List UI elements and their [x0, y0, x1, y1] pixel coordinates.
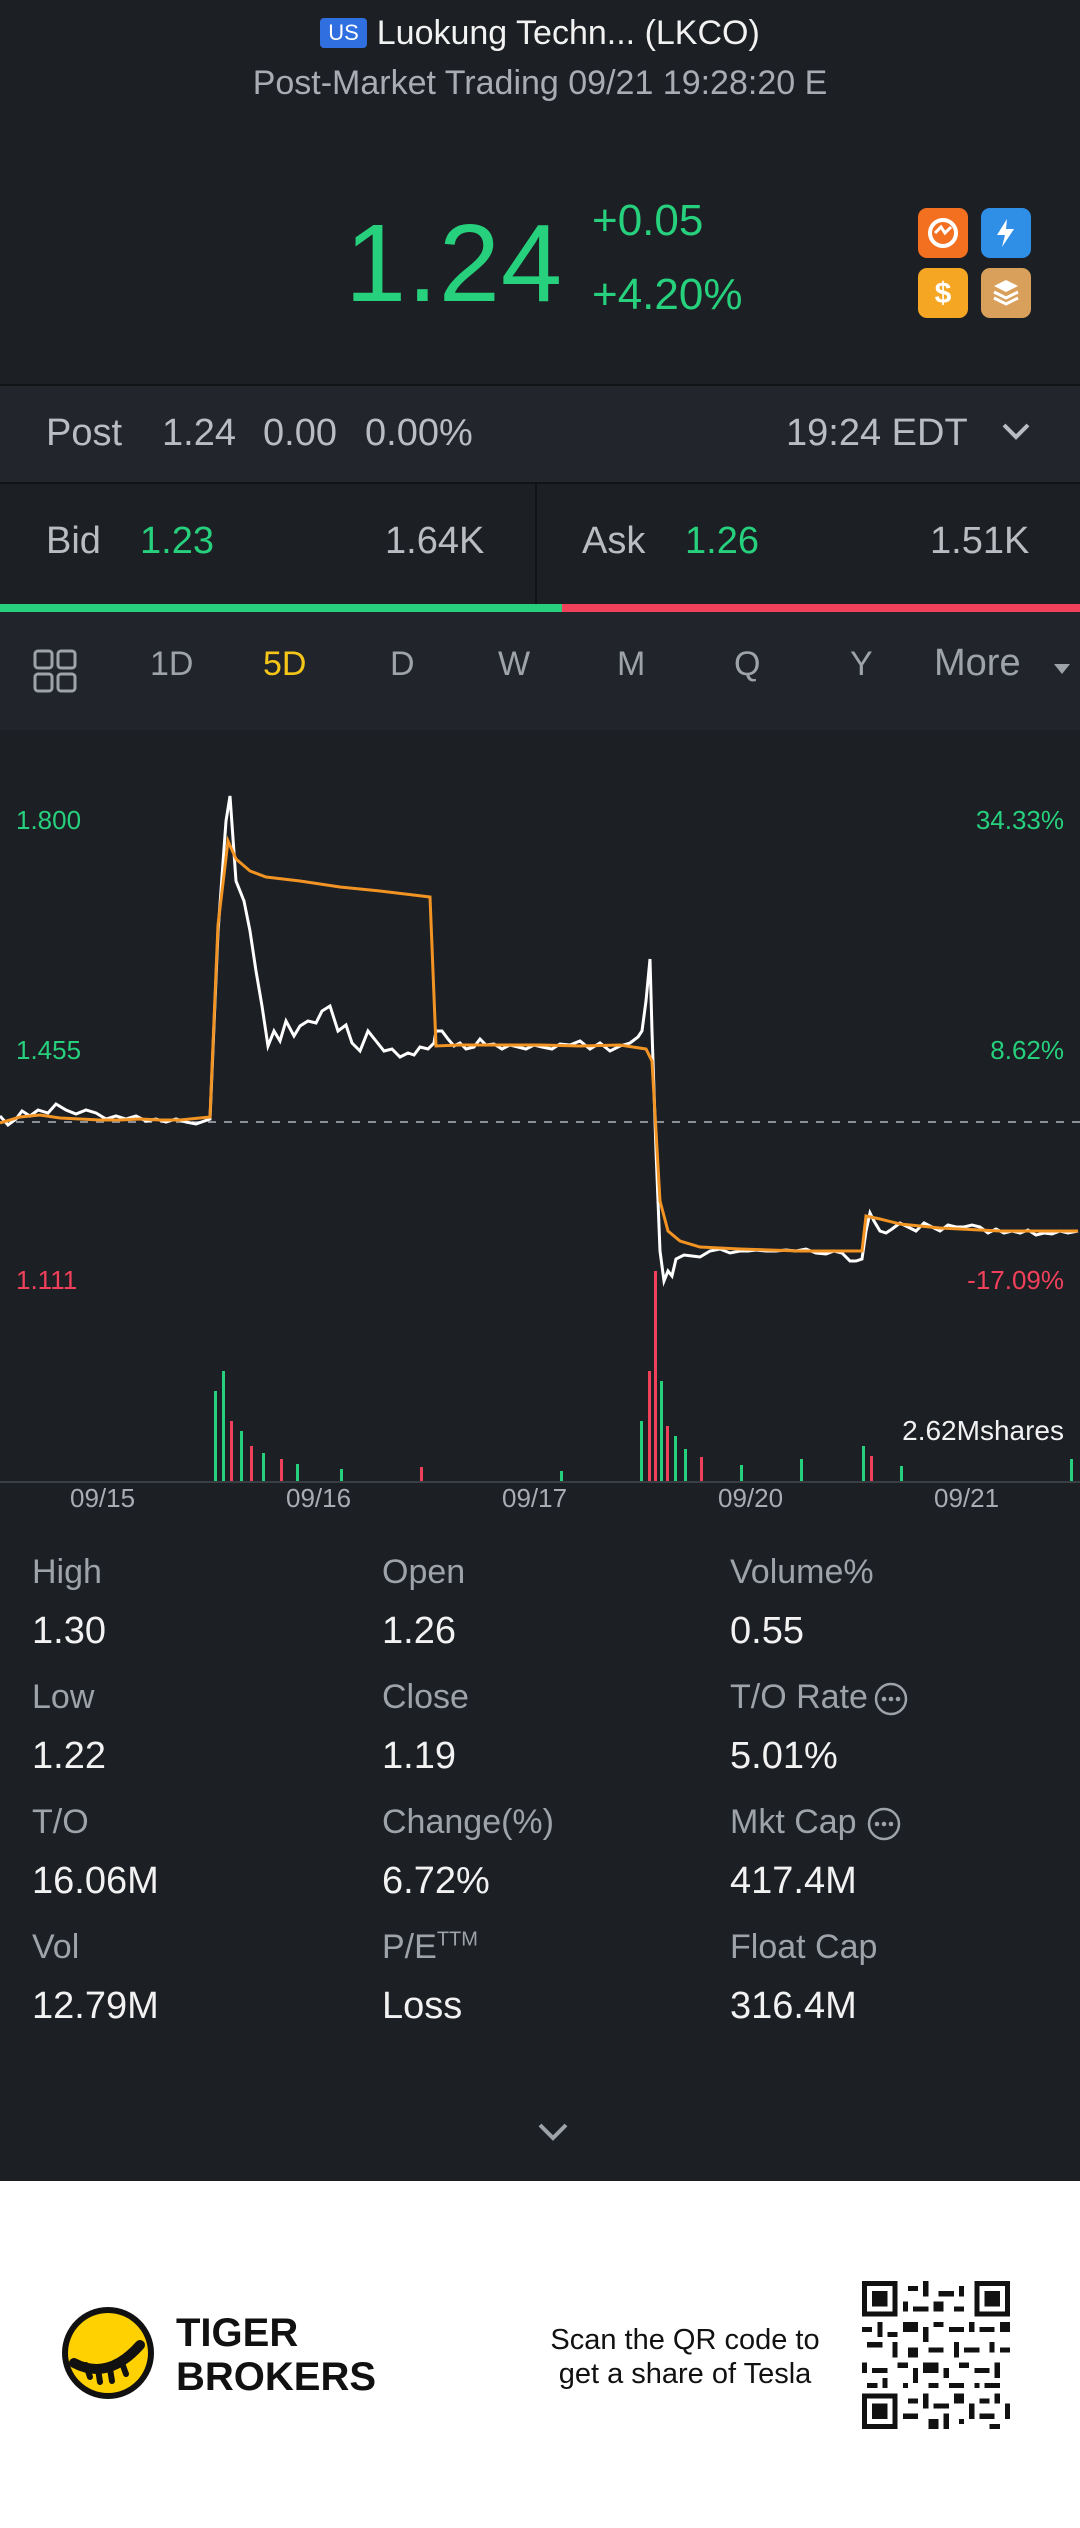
stat-label-float-cap: Float Cap [730, 1928, 878, 1966]
price-chart[interactable] [0, 731, 1080, 1491]
stat-label-vol: Vol [32, 1928, 80, 1966]
ask-label: Ask [582, 520, 646, 562]
stat-value-float-cap: 316.4M [730, 1985, 857, 2027]
brand-line-1: TIGER [176, 2311, 299, 2355]
tab-5d[interactable]: 5D [263, 645, 307, 683]
date-label-0917: 09/17 [502, 1483, 568, 1513]
stat-value-vol: 12.79M [32, 1985, 159, 2027]
brand-line-2: BROKERS [176, 2355, 377, 2399]
stat-label-to-rate: T/O Rate [730, 1678, 868, 1716]
axis-left-mid: 1.455 [16, 1035, 82, 1065]
stat-label-to: T/O [32, 1803, 89, 1841]
volume-label: 2.62Mshares [902, 1415, 1064, 1446]
bid-size: 1.64K [385, 520, 485, 562]
date-label-0921: 09/21 [934, 1483, 1000, 1513]
tab-d[interactable]: D [390, 645, 415, 683]
options-icon[interactable] [918, 208, 968, 258]
ask-size: 1.51K [930, 520, 1030, 562]
axis-left-high: 1.800 [16, 805, 82, 835]
axis-right-mid: 8.62% [990, 1035, 1064, 1065]
post-label: Post [46, 412, 123, 454]
price-change: +0.05 [592, 196, 704, 245]
trading-status: Post-Market Trading 09/21 19:28:20 E [252, 64, 828, 102]
stat-value-volume-pct: 0.55 [730, 1610, 804, 1652]
tab-1d[interactable]: 1D [150, 645, 194, 683]
stat-label-mkt-cap: Mkt Cap [730, 1803, 857, 1841]
stat-label-volume-pct: Volume% [730, 1553, 874, 1591]
ask-price: 1.26 [685, 520, 759, 562]
stack-icon[interactable] [981, 268, 1031, 318]
stat-label-low: Low [32, 1678, 95, 1716]
stock-name: Luokung Techn... (LKCO) [376, 14, 760, 52]
post-price: 1.24 [162, 412, 236, 454]
grid-layout-icon[interactable] [32, 648, 78, 699]
post-market-row[interactable]: Post 1.24 0.00 0.00% 19:24 EDT [0, 386, 1080, 482]
promo-text: Scan the QR code to get a share of Tesla [540, 2323, 830, 2391]
stock-title: US Luokung Techn... (LKCO) [0, 14, 1080, 53]
tab-y[interactable]: Y [850, 645, 873, 683]
tab-m[interactable]: M [617, 645, 646, 683]
brand-name: TIGER BROKERS [176, 2311, 376, 2399]
stat-value-to: 16.06M [32, 1860, 159, 1902]
stat-value-open: 1.26 [382, 1610, 456, 1652]
stat-label-open: Open [382, 1553, 466, 1591]
stat-value-low: 1.22 [32, 1735, 106, 1777]
market-badge: US [320, 18, 367, 48]
expand-chevron-icon[interactable] [536, 2120, 570, 2149]
bid-price: 1.23 [140, 520, 214, 562]
promo-footer: TIGER BROKERS Scan the QR code to get a … [0, 2181, 1080, 2528]
tab-w[interactable]: W [498, 645, 531, 683]
ask-volume-bar [562, 604, 1080, 612]
divider [0, 384, 1080, 386]
tab-more[interactable]: More [934, 642, 1021, 684]
stat-label-pe-sup: TTM [436, 1928, 478, 1951]
dollar-icon[interactable]: $ [918, 268, 968, 318]
stat-value-close: 1.19 [382, 1735, 456, 1777]
stat-label-pe-text: P/E [382, 1928, 437, 1966]
bid-label: Bid [46, 520, 101, 562]
average-line [0, 835, 1078, 1253]
axis-right-low: -17.09% [967, 1265, 1064, 1295]
date-label-0916: 09/16 [286, 1483, 352, 1513]
post-time: 19:24 EDT [786, 412, 968, 454]
divider [535, 484, 537, 604]
qr-code-icon[interactable] [862, 2281, 1010, 2429]
svg-text:$: $ [935, 277, 952, 310]
stat-value-high: 1.30 [32, 1610, 106, 1652]
bid-ask-row: Bid 1.23 1.64K Ask 1.26 1.51K [0, 484, 1080, 604]
caret-down-icon[interactable] [1052, 662, 1072, 681]
stat-value-pe: Loss [382, 1985, 463, 2027]
post-change: 0.00 [263, 412, 337, 454]
bid-volume-bar [0, 604, 562, 612]
stat-label-change-pct: Change(%) [382, 1803, 554, 1841]
last-price: 1.24 [345, 202, 564, 325]
axis-right-high: 34.33% [975, 805, 1064, 835]
more-info-icon[interactable] [873, 1681, 909, 1722]
stat-value-to-rate: 5.01% [730, 1735, 838, 1777]
stat-label-close: Close [382, 1678, 469, 1716]
stat-label-high: High [32, 1553, 102, 1591]
period-tabs [0, 612, 1080, 730]
lightning-icon[interactable] [981, 208, 1031, 258]
axis-left-low: 1.111 [16, 1265, 78, 1295]
stat-label-pe: P/ETTM [382, 1928, 478, 1967]
promo-line-2: get a share of Tesla [558, 2358, 812, 2390]
date-label-0920: 09/20 [718, 1483, 784, 1513]
post-change-percent: 0.00% [365, 412, 473, 454]
promo-line-1: Scan the QR code to [550, 2324, 820, 2356]
date-label-0915: 09/15 [70, 1483, 136, 1513]
divider [0, 482, 1080, 484]
volume-bars [214, 1271, 1073, 1481]
price-change-percent: +4.20% [592, 270, 743, 319]
tiger-logo-icon [60, 2305, 156, 2406]
stat-value-change-pct: 6.72% [382, 1860, 490, 1902]
tab-q[interactable]: Q [734, 645, 761, 683]
chart-area [0, 731, 1080, 2051]
more-info-icon[interactable] [866, 1806, 902, 1847]
price-line [0, 795, 1079, 1287]
chevron-down-icon[interactable] [1000, 420, 1032, 449]
stat-value-mkt-cap: 417.4M [730, 1860, 857, 1902]
